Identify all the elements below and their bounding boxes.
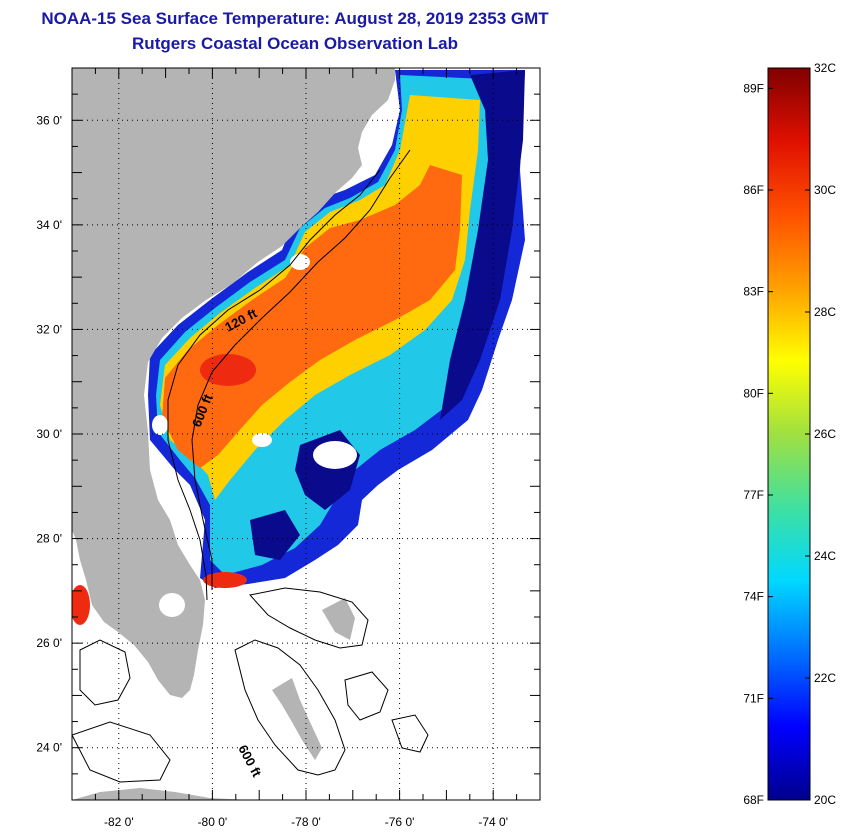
y-tick-label: 24 0' [36,741,62,755]
y-tick-label: 36 0' [36,113,62,127]
grid-lines [72,68,540,800]
colorbar-label-fahrenheit: 77F [743,488,764,502]
cloud-gap [152,415,168,435]
land-bahamas [272,678,322,760]
colorbar-label-fahrenheit: 83F [743,285,764,299]
contour-120ft [167,169,381,601]
contour-600ft [191,149,411,590]
y-tick-label: 26 0' [36,636,62,650]
x-tick-label: -80 0' [198,815,228,829]
land-mainland [72,68,395,698]
cloud-gap [313,441,357,469]
sst-coldest-region [250,510,300,560]
contour-bahamas [391,714,429,753]
colorbar-label-celsius: 22C [814,671,836,685]
sst-warm-region [162,165,462,468]
sst-hot-patch [72,585,90,625]
x-tick-label: -74 0' [478,815,508,829]
colorbar-label-fahrenheit: 86F [743,183,764,197]
y-tick-label: 30 0' [36,427,62,441]
land-cuba [72,788,250,800]
contour-gulf [79,639,131,706]
x-tick-label: -82 0' [104,815,134,829]
colorbar-label-celsius: 28C [814,305,836,319]
sst-coldest-region [440,70,525,420]
colorbar-label-celsius: 26C [814,427,836,441]
contour-bahamas [234,639,346,776]
colorbar [767,67,811,801]
colorbar-label-celsius: 30C [814,183,836,197]
colorbar-label-fahrenheit: 80F [743,386,764,400]
map-panel: 120 ft 600 ft 600 ft [72,68,540,800]
colorbar-label-fahrenheit: 89F [743,81,764,95]
x-tick-label: -76 0' [385,815,415,829]
y-tick-label: 28 0' [36,532,62,546]
colorbar-label-fahrenheit: 68F [743,793,764,807]
axis-ticks [71,67,541,801]
contour-bahamas [249,587,369,649]
cloud-gap [252,433,272,447]
colorbar-label-celsius: 20C [814,793,836,807]
y-tick-label: 34 0' [36,218,62,232]
sst-hot-patch [203,572,247,588]
colorbar-label-celsius: 32C [814,61,836,75]
land-bahamas [322,598,355,640]
x-tick-label: -78 0' [291,815,321,829]
colorbar-label-celsius: 24C [814,549,836,563]
contour-bahamas [344,671,389,721]
colorbar-label-fahrenheit: 71F [743,691,764,705]
map-title: NOAA-15 Sea Surface Temperature: August … [41,9,549,28]
colorbar-label-fahrenheit: 74F [743,590,764,604]
y-tick-label: 32 0' [36,322,62,336]
contour-gulf [72,721,171,783]
lake-okeechobee [159,593,185,617]
axis-labels: -82 0' -80 0' -78 0' -76 0' -74 0' 36 0' 34 0'… [36,113,508,829]
sst-hot-patch [200,354,256,386]
map-subtitle: Rutgers Coastal Ocean Observation Lab [132,34,458,53]
colorbar-ticks: 20C 22C 24C 26C 28C 30C 32C 68F 71F 74F 77F 80F 83F 8… [743,61,836,807]
